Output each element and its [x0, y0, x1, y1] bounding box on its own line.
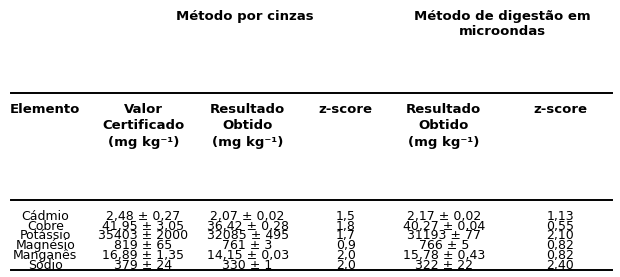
Text: Sódio: Sódio	[28, 259, 63, 272]
Text: 0,9: 0,9	[336, 239, 356, 252]
Text: 1,7: 1,7	[336, 229, 356, 242]
Text: Cobre: Cobre	[27, 220, 64, 233]
Text: Manganês: Manganês	[13, 249, 78, 262]
Text: 2,48 ± 0,27: 2,48 ± 0,27	[106, 210, 180, 223]
Text: Magnésio: Magnésio	[16, 239, 75, 252]
Text: 2,40: 2,40	[546, 259, 574, 272]
Text: 1,8: 1,8	[336, 220, 356, 233]
Text: Método por cinzas: Método por cinzas	[175, 10, 313, 23]
Text: 32085 ± 495: 32085 ± 495	[206, 229, 289, 242]
Text: 2,0: 2,0	[336, 259, 356, 272]
Text: 1,5: 1,5	[336, 210, 356, 223]
Text: 819 ± 65: 819 ± 65	[114, 239, 172, 252]
Text: 31193 ± 77: 31193 ± 77	[407, 229, 481, 242]
Text: 0,55: 0,55	[546, 220, 574, 233]
Text: 35403 ± 2000: 35403 ± 2000	[98, 229, 188, 242]
Text: 322 ± 22: 322 ± 22	[415, 259, 473, 272]
Text: 379 ± 24: 379 ± 24	[114, 259, 172, 272]
Text: 16,89 ± 1,35: 16,89 ± 1,35	[102, 249, 184, 262]
Text: Método de digestão em
microondas: Método de digestão em microondas	[414, 10, 590, 38]
Text: Resultado
Obtido
(mg kg⁻¹): Resultado Obtido (mg kg⁻¹)	[210, 103, 285, 149]
Text: Potássio: Potássio	[19, 229, 71, 242]
Text: Resultado
Obtido
(mg kg⁻¹): Resultado Obtido (mg kg⁻¹)	[406, 103, 482, 149]
Text: 15,78 ± 0,43: 15,78 ± 0,43	[403, 249, 485, 262]
Text: Valor
Certificado
(mg kg⁻¹): Valor Certificado (mg kg⁻¹)	[102, 103, 185, 149]
Text: Cádmio: Cádmio	[21, 210, 69, 223]
Text: 2,10: 2,10	[546, 229, 574, 242]
Text: z-score: z-score	[319, 103, 373, 116]
Text: 0,82: 0,82	[546, 239, 574, 252]
Text: 41,95 ± 3,05: 41,95 ± 3,05	[102, 220, 184, 233]
Text: 2,0: 2,0	[336, 249, 356, 262]
Text: 1,13: 1,13	[547, 210, 574, 223]
Text: 14,15 ± 0,03: 14,15 ± 0,03	[206, 249, 289, 262]
Text: 0,82: 0,82	[546, 249, 574, 262]
Text: 2,07 ± 0,02: 2,07 ± 0,02	[210, 210, 285, 223]
Text: 40,27 ± 0,04: 40,27 ± 0,04	[403, 220, 485, 233]
Text: 766 ± 5: 766 ± 5	[418, 239, 469, 252]
Text: Elemento: Elemento	[10, 103, 81, 116]
Text: 761 ± 3: 761 ± 3	[223, 239, 273, 252]
Text: 330 ± 1: 330 ± 1	[223, 259, 273, 272]
Text: z-score: z-score	[533, 103, 587, 116]
Text: 36,42 ± 0,28: 36,42 ± 0,28	[206, 220, 288, 233]
Text: 2,17 ± 0,02: 2,17 ± 0,02	[407, 210, 481, 223]
